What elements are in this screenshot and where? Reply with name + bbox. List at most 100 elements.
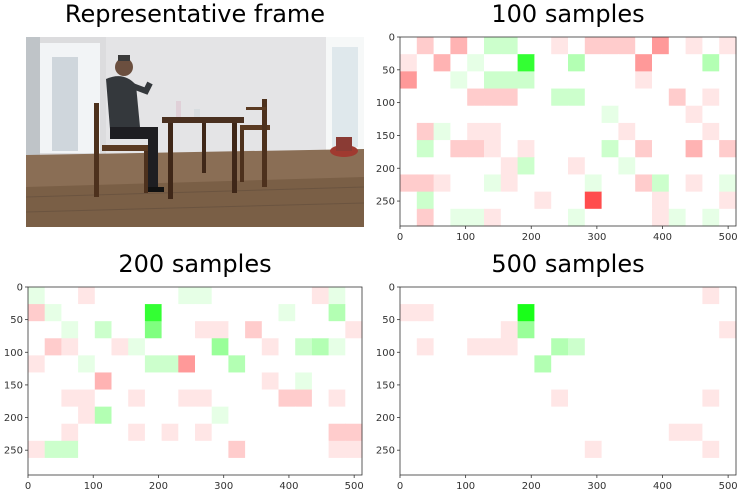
heatmap-cell [28, 406, 46, 425]
heatmap-cell [211, 389, 229, 408]
heatmap-cell [467, 37, 485, 55]
y-tick-label: 50 [382, 315, 395, 326]
heatmap-cell [433, 208, 451, 227]
heatmap-cell [601, 457, 619, 476]
heatmap-cell [261, 457, 279, 476]
heatmap-cell [28, 423, 46, 442]
heatmap-cell [635, 71, 653, 90]
heatmap-cell [295, 440, 313, 459]
heatmap-cell [278, 372, 296, 391]
heatmap-cell [484, 321, 502, 339]
heatmap-cell [228, 372, 246, 391]
heatmap-cell [433, 440, 451, 459]
heatmap-cell [467, 174, 485, 193]
heatmap-cell [702, 440, 720, 459]
heatmap-cell [635, 440, 653, 459]
heatmap-cell [311, 423, 330, 442]
heatmap-cell [584, 423, 603, 442]
heatmap-cell [416, 88, 435, 107]
heatmap-cell [195, 423, 213, 442]
heatmap-cell [61, 389, 79, 408]
heatmap-cell [685, 140, 703, 158]
heatmap-cell [517, 355, 535, 373]
heatmap-cell [534, 174, 552, 193]
heatmap-cell [467, 54, 485, 72]
heatmap-cell [161, 389, 179, 408]
heatmap-cell [484, 440, 502, 459]
heatmap-cell [652, 304, 670, 322]
heatmap-cell [551, 287, 569, 305]
heatmap-cell [534, 457, 552, 476]
heatmap-cell [601, 423, 619, 442]
heatmap-cell [178, 338, 196, 356]
heatmap-cell [568, 208, 586, 227]
heatmap-cell [345, 355, 363, 373]
heatmap-cell [484, 372, 502, 391]
heatmap-cell [517, 208, 535, 227]
heatmap-cell [668, 140, 687, 158]
heatmap-cell [278, 355, 296, 373]
heatmap-cell [685, 122, 703, 141]
heatmap-cell [28, 457, 46, 476]
heatmap-cell [295, 389, 313, 408]
heatmap-cell [311, 440, 330, 459]
heatmap-cell [685, 423, 703, 442]
x-tick-label: 300 [587, 232, 606, 243]
heatmap-cell [295, 423, 313, 442]
heatmap-cell [534, 122, 552, 141]
heatmap-cell [328, 338, 346, 356]
heatmap-cell [228, 423, 246, 442]
heatmap-cell [311, 355, 330, 373]
heatmap-cell [702, 191, 720, 210]
heatmap-cell [345, 457, 363, 476]
heatmap-cell [618, 105, 636, 124]
heatmap-cell [584, 54, 603, 72]
heatmap-cell [618, 122, 636, 141]
x-tick-label: 100 [456, 481, 475, 492]
heatmap-cell [484, 157, 502, 175]
heatmap-cell [685, 208, 703, 227]
heatmap-cell [195, 457, 213, 476]
heatmap-cell [702, 406, 720, 425]
heatmap-cell [719, 338, 737, 356]
heatmap-cell [278, 406, 296, 425]
heatmap-cell [416, 321, 435, 339]
heatmap-cell [128, 389, 146, 408]
heatmap-cell [668, 321, 687, 339]
heatmap-cell [652, 423, 670, 442]
heatmap-cell [295, 287, 313, 305]
heatmap-cell [144, 355, 163, 373]
heatmap-cell [467, 457, 485, 476]
heatmap-cell [111, 372, 129, 391]
heatmap-cell [568, 372, 586, 391]
heatmap-cell [500, 54, 519, 72]
heatmap-cell [635, 37, 653, 55]
heatmap-cell [719, 105, 737, 124]
heatmap-cell [178, 406, 196, 425]
heatmap-cell [517, 54, 535, 72]
x-tick-label: 200 [522, 232, 541, 243]
heatmap-cell [450, 208, 468, 227]
heatmap-cell [500, 174, 519, 193]
heatmap-cell [195, 321, 213, 339]
y-tick-label: 200 [376, 413, 395, 424]
heatmap-cell [685, 37, 703, 55]
heatmap-cell [635, 157, 653, 175]
heatmap-cell [534, 157, 552, 175]
heatmap-cell [685, 338, 703, 356]
heatmap-cell [534, 140, 552, 158]
heatmap-cell [28, 287, 46, 305]
heatmap-cell [484, 191, 502, 210]
heatmap-cell [433, 157, 451, 175]
heatmap-cell [652, 105, 670, 124]
heatmap-cell [635, 423, 653, 442]
heatmap-cell [400, 321, 418, 339]
heatmap-cell [195, 406, 213, 425]
heatmap-cell [61, 321, 79, 339]
heatmap-cell [517, 88, 535, 107]
heatmap-cell [668, 372, 687, 391]
heatmap-cell [719, 440, 737, 459]
heatmap-cell [61, 423, 79, 442]
heatmap-cell [551, 440, 569, 459]
heatmap-cell [618, 304, 636, 322]
